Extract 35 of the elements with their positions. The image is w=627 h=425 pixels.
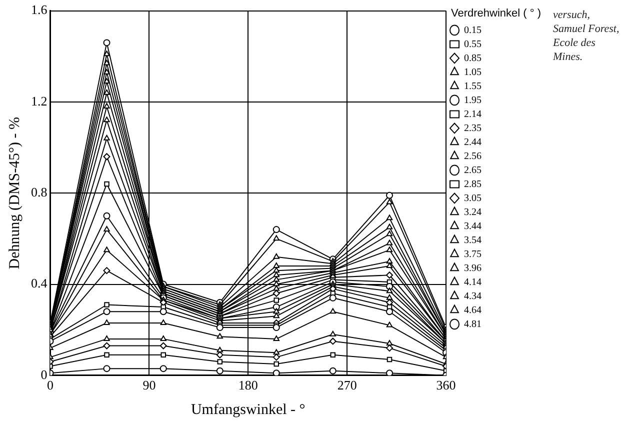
legend-label: 0.15: [464, 24, 482, 36]
y-tick-label: 0.8: [31, 184, 48, 200]
legend-label: 4.14: [464, 276, 482, 288]
x-tick-label: 90: [142, 378, 156, 393]
legend-label: 0.55: [464, 38, 482, 50]
x-tick-label: 360: [436, 378, 456, 393]
legend-label: 3.24: [464, 206, 482, 218]
legend-label: 3.05: [464, 192, 482, 204]
legend-label: 1.05: [464, 66, 482, 78]
legend-label: 3.96: [464, 262, 482, 274]
legend-label: 4.64: [464, 304, 482, 316]
legend-label: 2.56: [464, 150, 482, 162]
legend-label: 2.14: [464, 108, 482, 120]
legend-label: 2.65: [464, 164, 482, 176]
legend-label: 2.85: [464, 178, 482, 190]
x-axis-title: Umfangswinkel - °: [190, 402, 306, 418]
y-axis-title: Dehnung (DMS-45°) - %: [6, 116, 23, 270]
legend-label: 2.44: [464, 136, 482, 148]
legend-title: Verdrehwinkel ( ° ): [451, 8, 542, 20]
legend-label: 1.95: [464, 94, 482, 106]
y-tick-label: 0: [40, 366, 48, 382]
legend-label: 4.34: [464, 290, 482, 302]
text: versuch, Samuel Forest, Ecole des Mines.: [553, 8, 620, 64]
legend-label: 3.54: [464, 234, 482, 246]
x-tick-label: 270: [337, 378, 357, 393]
y-tick-label: 1.6: [31, 2, 48, 18]
legend-label: 0.85: [464, 52, 482, 64]
legend-label: 2.35: [464, 122, 482, 134]
legend-label: 4.81: [464, 318, 482, 330]
legend-label: 3.44: [464, 220, 482, 232]
x-tick-label: 180: [238, 378, 258, 393]
legend-label: 3.75: [464, 248, 482, 260]
y-tick-label: 1.2: [31, 93, 48, 108]
legend-label: 1.55: [464, 80, 482, 92]
y-tick-label: 0.4: [31, 276, 48, 291]
